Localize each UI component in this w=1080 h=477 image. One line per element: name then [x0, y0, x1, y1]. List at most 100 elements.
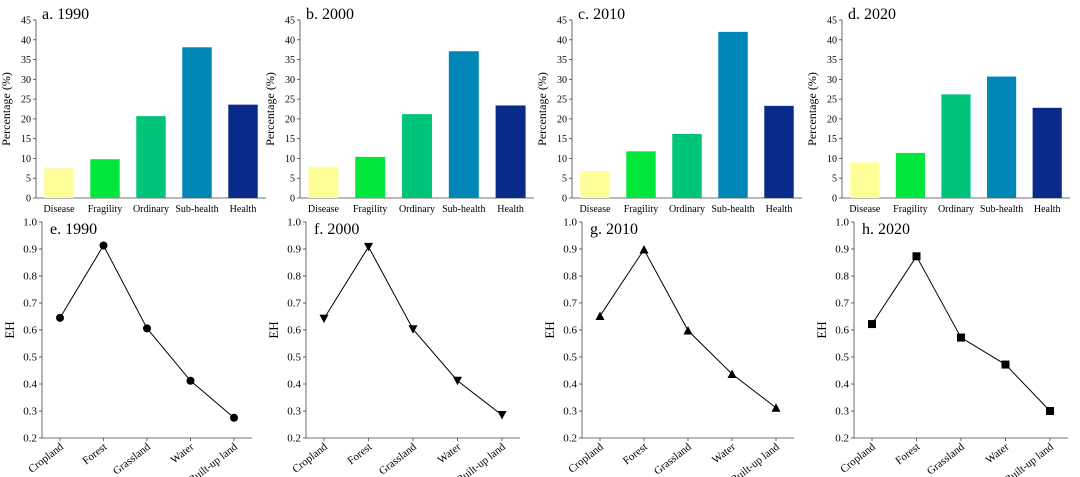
y-tick-label: 0.4 — [287, 379, 301, 391]
x-tick-label: Water — [983, 441, 1011, 467]
point-forest — [912, 252, 921, 261]
y-axis-label: Percentage (%) — [805, 72, 819, 146]
y-tick-label: 1.0 — [23, 217, 37, 229]
y-tick-label: 0.3 — [563, 406, 577, 418]
y-tick-label: 15 — [827, 134, 837, 145]
x-tick-label: Built-up land — [186, 441, 240, 477]
y-tick-label: 15 — [285, 134, 295, 145]
bar-sub-health — [448, 51, 479, 199]
y-tick-label: 0.4 — [23, 379, 37, 391]
chart-title: c. 2010 — [578, 6, 625, 23]
y-axis-label: Percentage (%) — [0, 72, 13, 146]
x-tick-label: Sub-health — [711, 204, 754, 215]
x-tick-label: Fragility — [353, 204, 387, 215]
y-tick-label: 0.2 — [563, 433, 577, 445]
y-tick-label: 0.5 — [563, 352, 577, 364]
point-built-up-land — [497, 411, 507, 420]
y-tick-label: 20 — [827, 114, 837, 125]
x-tick-label: Grassland — [652, 441, 694, 477]
chart-panel-e: 0.2 0.3 0.4 0.5 0.6 0.7 0.8 0.9 1.0 EH Cropland For… — [2, 217, 252, 477]
x-tick-label: Grassland — [377, 441, 419, 477]
chart-panel-c: 0 5 10 15 20 25 30 35 40 45 Percentage (%) Disease F… — [535, 6, 802, 215]
y-tick-label: 40 — [557, 35, 567, 46]
point-built-up-land — [1046, 407, 1054, 415]
y-tick-label: 5 — [832, 174, 837, 185]
y-tick-label: 20 — [557, 114, 567, 125]
y-tick-label: 0.3 — [23, 406, 37, 418]
x-tick-label: Forest — [621, 441, 650, 467]
point-forest — [364, 242, 373, 252]
y-axis-label: EH — [2, 321, 17, 338]
y-tick-label: 0.4 — [563, 379, 577, 391]
y-tick-label: 0 — [832, 194, 837, 205]
y-axis-label: Percentage (%) — [535, 72, 549, 146]
bar-ordinary — [402, 114, 432, 198]
x-tick-label: Health — [766, 204, 793, 215]
y-tick-label: 0.9 — [23, 244, 37, 256]
bar-fragility — [355, 156, 386, 198]
x-tick-label: Water — [168, 441, 196, 467]
y-tick-label: 45 — [557, 16, 567, 27]
y-tick-label: 0.8 — [23, 271, 37, 283]
x-tick-label: Forest — [893, 441, 922, 467]
x-tick-label: Health — [230, 204, 257, 215]
y-tick-label: 45 — [827, 16, 837, 27]
y-axis-label: EH — [542, 321, 557, 338]
bar-ordinary — [941, 94, 971, 198]
x-tick-label: Fragility — [88, 204, 122, 215]
bar-health — [495, 105, 526, 198]
x-tick-label: Grassland — [111, 441, 153, 477]
y-tick-label: 0 — [290, 194, 295, 205]
y-tick-label: 5 — [562, 174, 567, 185]
x-tick-label: Cropland — [566, 441, 606, 476]
y-tick-label: 40 — [285, 35, 295, 46]
bar-fragility — [90, 159, 120, 198]
y-tick-label: 35 — [827, 55, 837, 66]
chart-panel-b: 0 5 10 15 20 25 30 35 40 45 Percentage (%) Disease F… — [263, 6, 534, 215]
x-tick-label: Forest — [345, 441, 374, 467]
y-tick-label: 0.7 — [287, 298, 301, 310]
chart-title: a. 1990 — [42, 6, 89, 23]
point-built-up-land — [230, 413, 238, 422]
y-tick-label: 25 — [21, 95, 31, 106]
point-forest — [639, 245, 649, 254]
point-cropland — [868, 320, 876, 329]
x-tick-label: Fragility — [624, 204, 658, 215]
y-tick-label: 0 — [26, 194, 31, 205]
y-axis-label: Percentage (%) — [263, 72, 277, 146]
y-tick-label: 0.4 — [835, 379, 849, 391]
y-tick-label: 5 — [26, 174, 31, 185]
y-tick-label: 35 — [21, 55, 31, 66]
x-tick-label: Ordinary — [399, 204, 435, 215]
y-tick-label: 0.8 — [563, 271, 577, 283]
point-forest — [99, 241, 108, 250]
y-tick-label: 0.9 — [563, 244, 577, 256]
bar-sub-health — [718, 31, 748, 198]
bar-sub-health — [987, 76, 1017, 198]
point-water — [186, 376, 195, 385]
bar-health — [764, 105, 794, 198]
y-tick-label: 25 — [827, 95, 837, 106]
y-tick-label: 0.6 — [287, 325, 301, 337]
y-tick-label: 30 — [557, 75, 567, 86]
y-tick-label: 10 — [557, 154, 567, 165]
y-tick-label: 0.7 — [563, 298, 577, 310]
y-tick-label: 25 — [285, 95, 295, 106]
x-tick-label: Sub-health — [442, 204, 485, 215]
y-tick-label: 0.5 — [287, 352, 301, 364]
point-cropland — [319, 314, 329, 324]
chart-title: b. 2000 — [306, 6, 354, 23]
y-tick-label: 40 — [827, 35, 837, 46]
chart-title: h. 2020 — [862, 221, 910, 238]
y-tick-label: 0 — [562, 194, 567, 205]
x-tick-label: Grassland — [925, 441, 967, 477]
x-tick-label: Cropland — [290, 441, 330, 476]
y-tick-label: 0.6 — [23, 325, 37, 337]
bar-ordinary — [136, 116, 166, 198]
y-tick-label: 0.9 — [835, 244, 849, 256]
chart-title: e. 1990 — [50, 221, 97, 238]
y-tick-label: 45 — [21, 16, 31, 27]
y-tick-label: 0.3 — [835, 406, 849, 418]
